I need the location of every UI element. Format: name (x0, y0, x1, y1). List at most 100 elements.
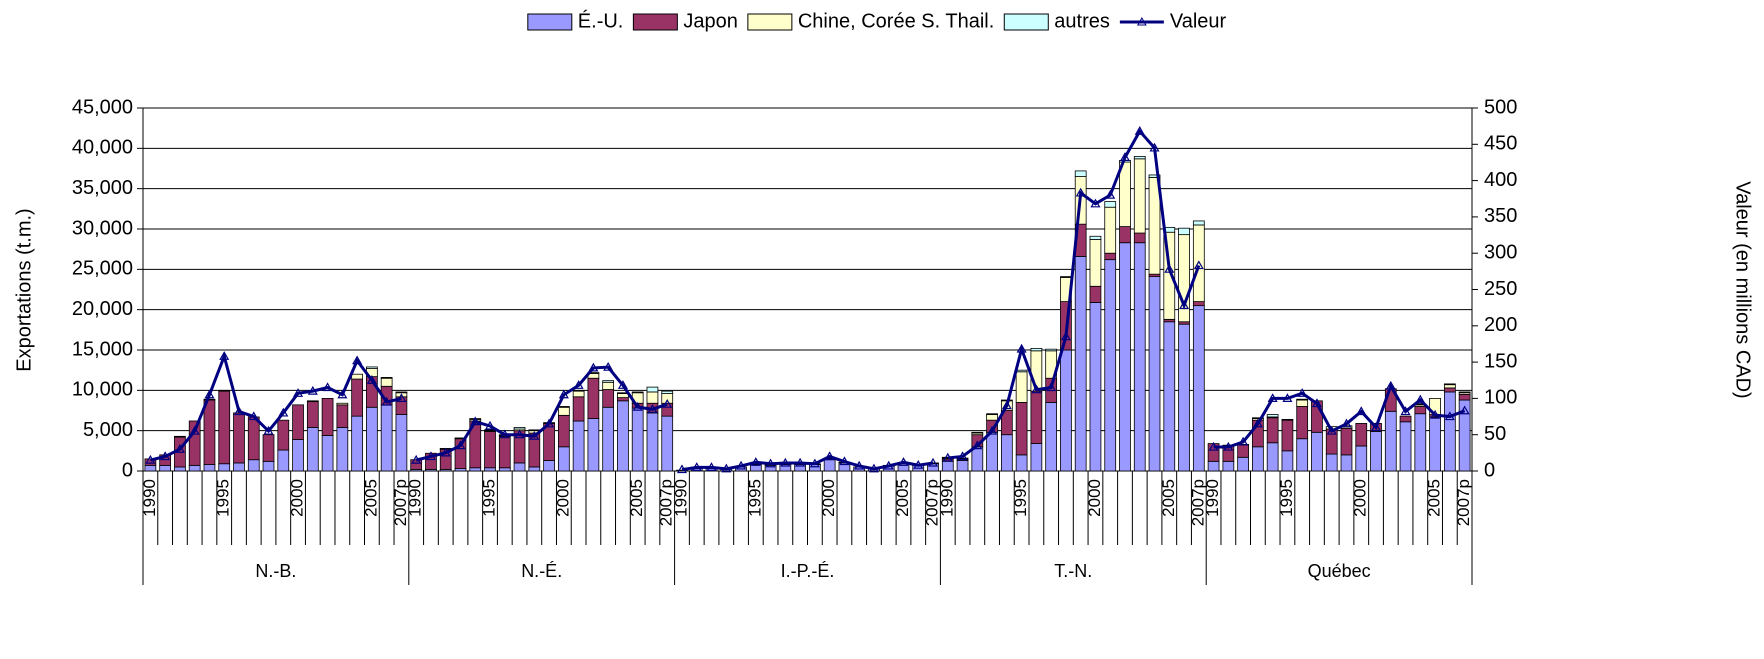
x-tick-label: 2007p (657, 479, 676, 526)
line-marker (647, 404, 658, 413)
x-tick-label: 2007p (1188, 479, 1207, 526)
bar-segment (144, 464, 157, 472)
bar-segment (159, 464, 172, 472)
bar-segment (543, 460, 555, 472)
line-marker (662, 398, 673, 408)
legend-swatch (632, 13, 678, 31)
bar-segment (1252, 446, 1264, 472)
bar-segment (1443, 391, 1456, 472)
line-marker (1208, 441, 1219, 451)
x-tick-label: 2005 (1159, 479, 1178, 517)
y-tick-label: 40,000 (72, 137, 133, 159)
bar-segment (1119, 242, 1131, 472)
legend-swatch (1003, 13, 1049, 31)
x-tick-label: 2000 (1085, 479, 1104, 517)
bar-segment (1458, 391, 1471, 394)
line-marker (1311, 398, 1322, 408)
line-marker (189, 425, 200, 435)
bar-segment (1399, 415, 1412, 423)
bar-segment (1281, 450, 1294, 472)
legend-label: É.-U. (578, 9, 624, 32)
line-marker (352, 355, 363, 365)
bar-segment (1192, 301, 1205, 307)
bar-segment (1133, 155, 1146, 160)
line-marker (1016, 343, 1027, 353)
line-marker (1430, 409, 1441, 419)
value-line (1213, 382, 1466, 449)
bar-segment (1237, 456, 1249, 472)
bar-segment (292, 439, 304, 472)
x-tick-label: 1990 (406, 479, 425, 517)
bar-segment (572, 420, 585, 472)
bar-segment (247, 416, 260, 461)
bar-segment (1030, 390, 1043, 444)
bar-segment (247, 459, 260, 472)
y-tick-label: 5,000 (83, 419, 133, 441)
line-marker (957, 451, 968, 461)
bar-segment (1384, 410, 1397, 472)
y2-tick-label: 100 (1484, 387, 1517, 409)
line-marker (248, 411, 259, 421)
bar-segment (1458, 393, 1471, 401)
bar-segment (646, 386, 659, 393)
bar-segment (602, 381, 615, 390)
group-label: Québec (1308, 561, 1371, 581)
line-marker (691, 462, 702, 471)
bar-segment (1266, 414, 1279, 418)
bar-segment (1443, 384, 1456, 389)
bar-segment (617, 397, 629, 402)
bar-segment (1325, 453, 1338, 472)
bar-segment (174, 466, 186, 472)
line-marker (1282, 393, 1293, 402)
bar-segment (1133, 232, 1146, 244)
line-marker (1444, 411, 1455, 421)
line-marker (278, 407, 289, 417)
bar-segment (351, 415, 363, 472)
line-marker (1060, 331, 1071, 341)
bar-segment (380, 404, 393, 472)
y-tick-label: 15,000 (72, 338, 133, 360)
bar-segment (1414, 406, 1427, 415)
line-marker (721, 463, 732, 473)
bar-segment (1163, 321, 1176, 472)
bar-segment (631, 407, 644, 472)
line-marker (1134, 126, 1145, 135)
bar-segment (395, 391, 408, 394)
bar-segment (986, 431, 998, 472)
x-tick-label: 2007p (923, 479, 942, 526)
line-marker (1267, 393, 1278, 402)
bar-segment (484, 467, 496, 472)
bar-segment (1281, 419, 1294, 452)
bar-segment (1192, 305, 1205, 472)
line-marker (809, 458, 820, 468)
line-marker (470, 416, 481, 426)
value-line (150, 351, 402, 462)
line-marker (160, 451, 171, 461)
bar-segment (661, 390, 674, 394)
bar-segment (543, 423, 555, 461)
line-marker (883, 460, 894, 470)
line-marker (455, 440, 466, 450)
group-label: N.-B. (255, 561, 296, 581)
line-marker (617, 380, 628, 389)
bar-segment (1104, 259, 1117, 472)
line-marker (1297, 388, 1308, 397)
bar-segment (306, 400, 319, 403)
bar-segment (1133, 158, 1146, 234)
bar-segment (498, 435, 511, 469)
bar-segment (1060, 276, 1072, 278)
bar-segment (1296, 399, 1309, 407)
bar-segment (956, 460, 969, 472)
bar-segment (1060, 349, 1072, 472)
bar-segment (602, 389, 615, 408)
bar-segment (1399, 421, 1412, 472)
bar-segment (1000, 434, 1013, 472)
y-tick-label: 45,000 (72, 96, 133, 118)
bar-segment (233, 412, 245, 464)
bar-segment (1089, 285, 1102, 303)
line-marker (1046, 382, 1057, 392)
line-marker (366, 375, 377, 384)
bar-segment (1222, 444, 1235, 462)
x-tick-label: 1990 (140, 479, 159, 517)
